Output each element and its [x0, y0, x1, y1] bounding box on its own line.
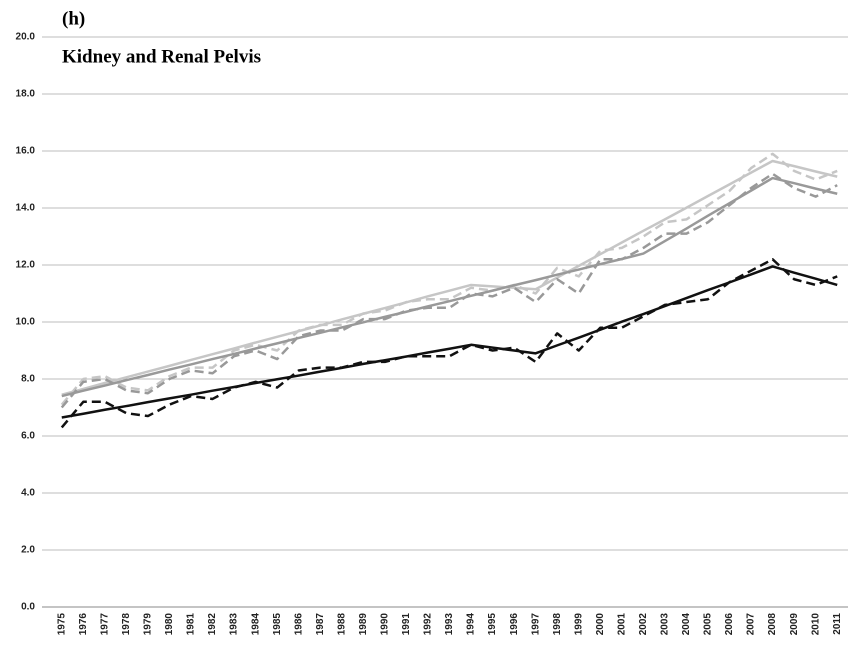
x-tick-label: 2004: [681, 613, 692, 636]
x-tick-label: 1985: [272, 613, 283, 636]
x-tick-label: 1999: [573, 613, 584, 636]
x-tick-label: 1987: [315, 613, 326, 636]
x-tick-label: 1984: [250, 613, 261, 636]
y-tick-label: 12.0: [16, 260, 36, 271]
x-tick-label: 2005: [703, 613, 714, 636]
x-tick-label: 1977: [99, 613, 110, 636]
x-tick-label: 1978: [121, 613, 132, 636]
dashed-line: [60, 172, 838, 409]
x-tick-label: 2003: [660, 613, 671, 636]
y-tick-label: 10.0: [16, 317, 36, 328]
y-tick-label: 14.0: [16, 203, 36, 214]
x-tick-label: 2007: [746, 613, 757, 636]
x-tick-label: 1998: [552, 613, 563, 636]
trend-line: [61, 176, 838, 398]
x-tick-label: 1980: [164, 613, 175, 636]
x-tick-label: 1981: [186, 613, 197, 636]
x-tick-label: 1992: [423, 613, 434, 636]
x-tick-label: 2008: [767, 613, 778, 636]
x-tick-label: 1990: [380, 613, 391, 636]
trend-line: [61, 265, 838, 419]
x-tick-label: 2011: [832, 613, 843, 635]
x-tick-label: 1975: [56, 613, 67, 636]
trend-line: [61, 159, 838, 396]
x-tick-label: 2002: [638, 613, 649, 636]
dashed-line: [60, 152, 838, 406]
x-tick-label: 1991: [401, 613, 412, 636]
x-tick-label: 2001: [616, 613, 627, 636]
x-tick-label: 1989: [358, 613, 369, 636]
x-tick-label: 1996: [509, 613, 520, 636]
y-tick-label: 16.0: [16, 146, 36, 157]
y-tick-label: 4.0: [21, 488, 35, 499]
y-tick-label: 20.0: [16, 32, 36, 43]
x-tick-label: 2009: [789, 613, 800, 636]
chart-title: (h): [62, 8, 85, 29]
x-tick-label: 1986: [293, 613, 304, 636]
y-tick-label: 8.0: [21, 374, 35, 385]
y-tick-label: 2.0: [21, 545, 35, 556]
x-tick-label: 1994: [466, 613, 477, 636]
y-tick-label: 6.0: [21, 431, 35, 442]
x-tick-label: 2000: [595, 613, 606, 636]
x-tick-label: 1997: [530, 613, 541, 636]
x-tick-label: 1976: [78, 613, 89, 636]
x-tick-label: 1983: [229, 613, 240, 636]
x-tick-label: 2006: [724, 613, 735, 636]
y-tick-label: 18.0: [16, 89, 36, 100]
y-tick-label: 0.0: [21, 602, 35, 613]
dashed-line: [60, 258, 838, 429]
x-tick-label: 1982: [207, 613, 218, 636]
x-tick-label: 2010: [810, 613, 821, 636]
annotation: Kidney and Renal Pelvis: [62, 46, 261, 67]
x-tick-label: 1988: [336, 613, 347, 636]
x-tick-label: 1993: [444, 613, 455, 636]
x-tick-label: 1995: [487, 613, 498, 636]
x-tick-label: 1979: [143, 613, 154, 636]
